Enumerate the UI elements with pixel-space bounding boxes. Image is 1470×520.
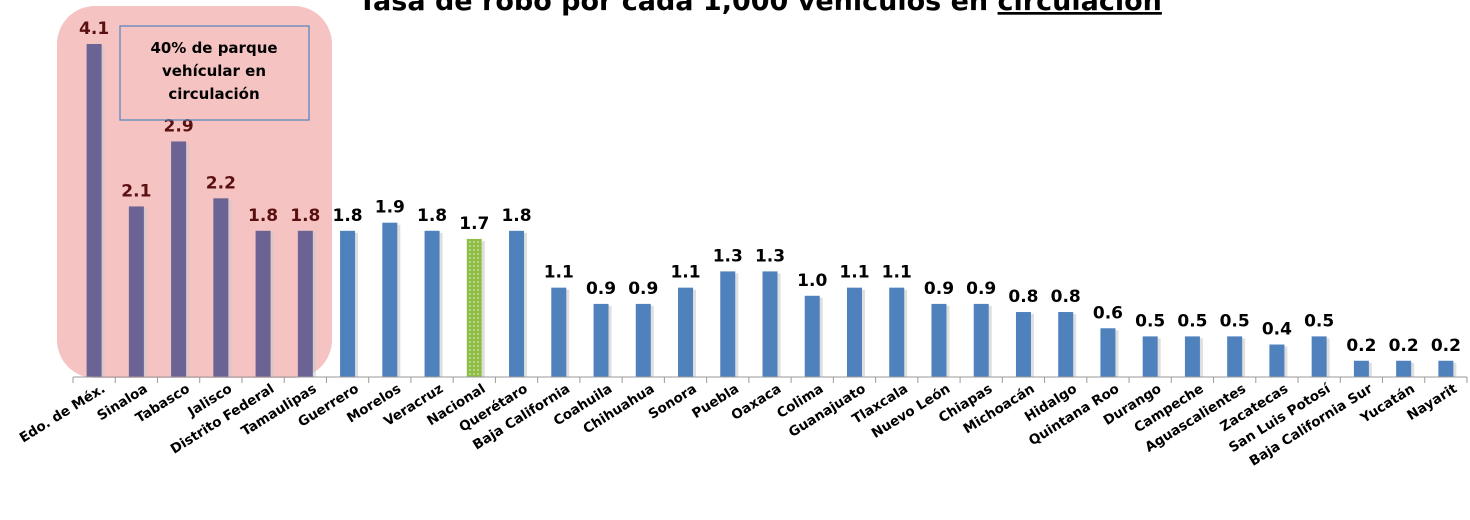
category-label: Edo. de Méx. [17, 381, 109, 446]
bar [1396, 360, 1412, 377]
bar [1100, 328, 1116, 377]
bar [551, 287, 567, 377]
value-label: 0.4 [1262, 320, 1292, 340]
value-label: 0.8 [1008, 287, 1038, 307]
bar [635, 303, 651, 377]
chart-title: Tasa de robo por cada 1,000 vehículos en… [358, 0, 1162, 17]
value-label: 0.5 [1220, 311, 1250, 331]
value-label: 0.9 [586, 279, 616, 299]
bar [720, 271, 736, 377]
bar [593, 303, 609, 377]
bar [846, 287, 862, 377]
value-label: 0.2 [1346, 336, 1376, 356]
bar [1311, 336, 1327, 377]
value-label: 0.5 [1304, 311, 1334, 331]
value-label: 1.1 [544, 263, 574, 283]
value-label: 0.9 [966, 279, 996, 299]
bar [382, 222, 398, 377]
bar [297, 230, 313, 377]
bar [340, 230, 356, 377]
bar [466, 238, 482, 377]
bar [973, 303, 989, 377]
value-label: 1.1 [670, 263, 700, 283]
bar [86, 44, 102, 377]
value-label: 1.1 [839, 263, 869, 283]
bar [509, 230, 525, 377]
value-label: 0.9 [924, 279, 954, 299]
category-labels-group: Edo. de Méx.SinaloaTabascoJaliscoDistrit… [17, 380, 1461, 470]
bar [804, 295, 820, 377]
chart-title-main: Tasa de robo por cada 1,000 vehículos en [358, 0, 997, 17]
annotation-line-1: 40% de parque [150, 39, 277, 57]
bar [1058, 312, 1074, 377]
value-label: 1.3 [755, 246, 785, 266]
category-label: Sonora [646, 381, 700, 423]
x-axis-ticks [72, 377, 1468, 383]
value-label: 0.5 [1177, 311, 1207, 331]
annotation-box: 40% de parque vehícular en circulación [119, 25, 310, 121]
bar [889, 287, 905, 377]
value-label: 1.8 [333, 206, 363, 226]
bar [931, 303, 947, 377]
bar [1438, 360, 1454, 377]
value-labels-group: 4.1 2.1 2.9 2.2 1.8 1.8 1.8 1.9 1.8 1.7 1.8 1.1 0.9 0… [79, 19, 1461, 356]
value-label: 1.8 [290, 206, 320, 226]
value-label: 0.9 [628, 279, 658, 299]
bar [762, 271, 778, 377]
value-label: 2.9 [164, 116, 194, 136]
annotation-border [119, 25, 310, 121]
value-label: 1.3 [713, 246, 743, 266]
value-label: 0.8 [1051, 287, 1081, 307]
value-label: 0.6 [1093, 303, 1123, 323]
value-label: 2.1 [121, 181, 151, 201]
bar [1353, 360, 1369, 377]
bar [255, 230, 271, 377]
bar [424, 230, 440, 377]
value-label: 1.7 [459, 214, 489, 234]
value-label: 1.8 [417, 206, 447, 226]
annotation-line-2: vehícular en [162, 62, 266, 80]
value-label: 0.2 [1389, 336, 1419, 356]
annotation-line-3: circulación [168, 85, 259, 103]
bar [1142, 336, 1158, 377]
value-label: 1.8 [501, 206, 531, 226]
value-label: 4.1 [79, 19, 109, 39]
bar [678, 287, 694, 377]
bar [213, 198, 229, 377]
value-label: 1.9 [375, 198, 405, 218]
value-label: 1.8 [248, 206, 278, 226]
bar [1015, 312, 1031, 377]
bar [1184, 336, 1200, 377]
value-label: 2.2 [206, 173, 236, 193]
value-label: 0.2 [1431, 336, 1461, 356]
value-label: 1.1 [882, 263, 912, 283]
chart-title-underlined: circulación [998, 0, 1162, 17]
value-label: 0.5 [1135, 311, 1165, 331]
value-label: 1.0 [797, 271, 827, 291]
bar [171, 141, 187, 377]
bar [128, 206, 144, 377]
bars-group [86, 44, 1457, 377]
bar [1227, 336, 1243, 377]
bar [1269, 344, 1285, 377]
